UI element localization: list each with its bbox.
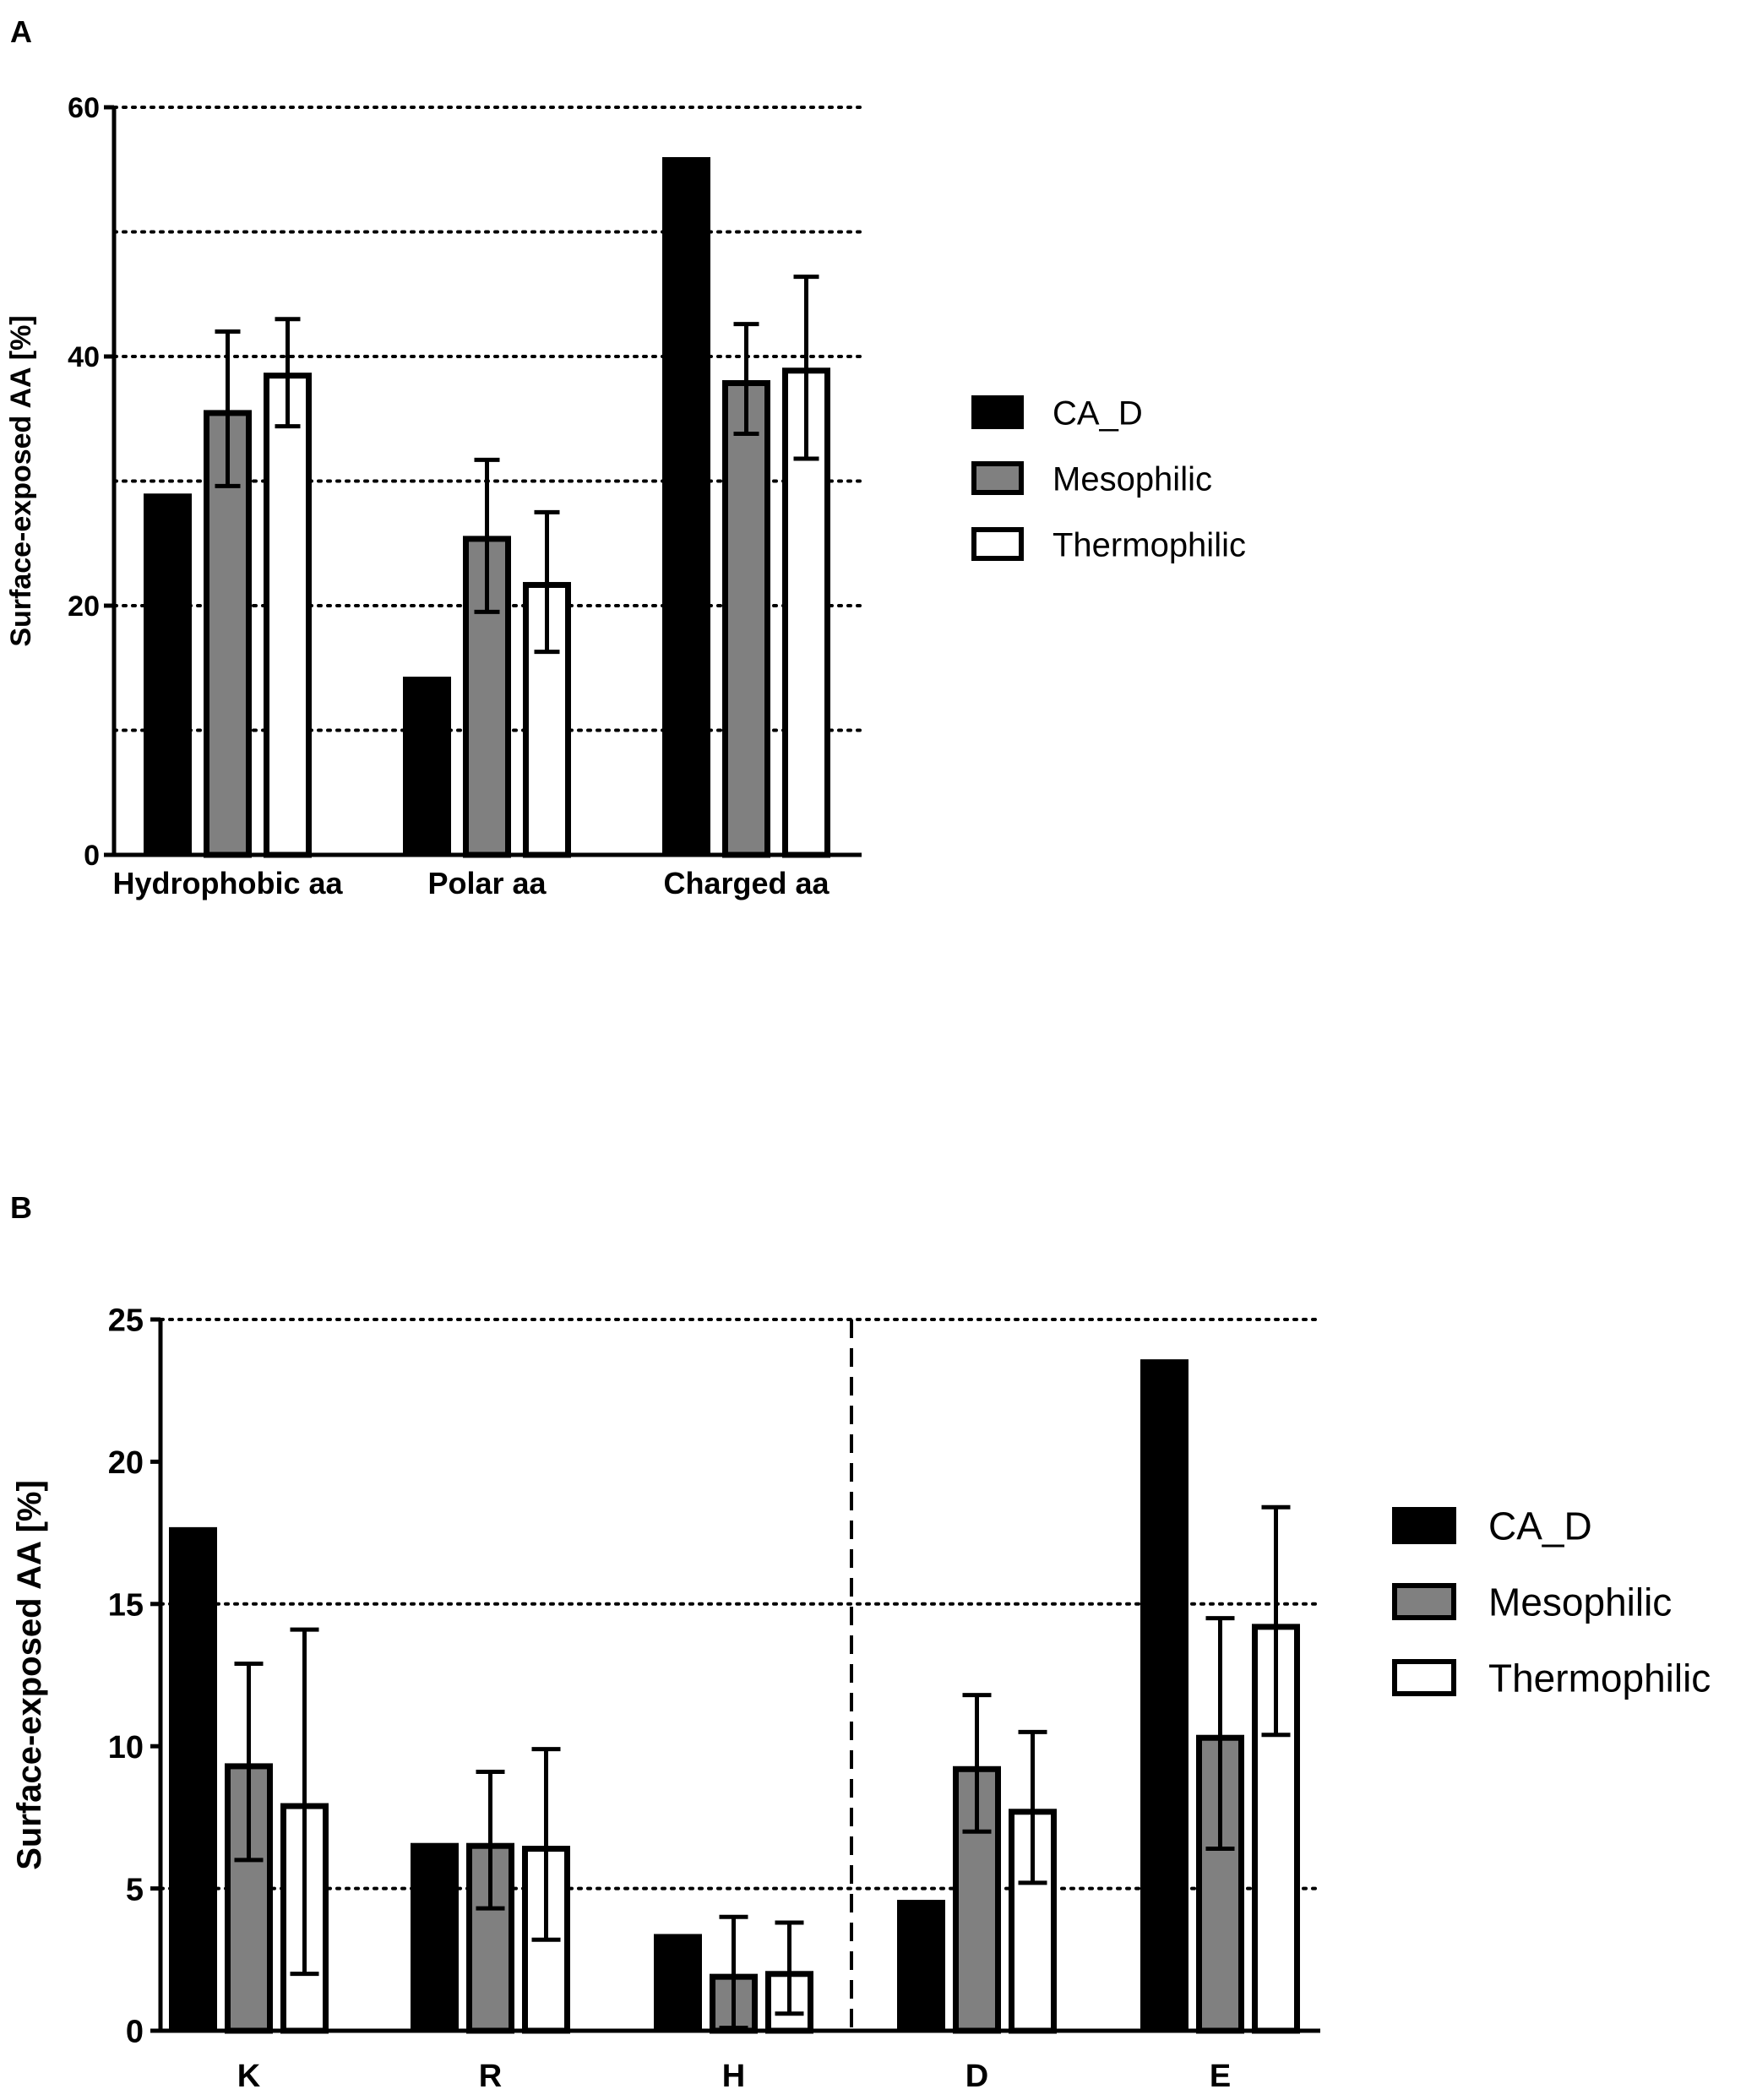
error-bar bbox=[215, 329, 241, 488]
bar-ca-d bbox=[654, 1934, 702, 2031]
legend-label: CA_D bbox=[1052, 394, 1143, 432]
x-tick-label: Hydrophobic aa bbox=[112, 866, 343, 900]
y-tick-label: 15 bbox=[108, 1587, 144, 1623]
legend-label: Mesophilic bbox=[1052, 460, 1212, 498]
legend-swatch bbox=[971, 461, 1024, 495]
y-axis-title: Surface-exposed AA [%] bbox=[5, 315, 37, 646]
panel-label: B bbox=[10, 1190, 32, 1225]
error-bar bbox=[275, 317, 301, 429]
bar-ca-d bbox=[897, 1900, 945, 2031]
error-bar bbox=[534, 509, 560, 655]
error-bar bbox=[1018, 1729, 1047, 1885]
panel-label: A bbox=[10, 14, 32, 49]
x-tick-label: E bbox=[1210, 2059, 1231, 2094]
bar-mesophilic bbox=[722, 380, 770, 858]
error-bar bbox=[793, 275, 819, 461]
y-axis-title: Surface-exposed AA [%] bbox=[11, 1480, 48, 1870]
error-bar bbox=[1205, 1616, 1235, 1851]
y-tick-label: 20 bbox=[108, 1445, 144, 1481]
error-bar bbox=[234, 1662, 264, 1863]
bar-ca-d bbox=[169, 1526, 217, 2031]
y-tick-label: 0 bbox=[126, 2015, 144, 2050]
bar-ca-d bbox=[403, 677, 451, 855]
error-bar bbox=[290, 1627, 319, 1977]
legend-label: CA_D bbox=[1488, 1504, 1592, 1548]
y-tick-label: 5 bbox=[126, 1872, 144, 1907]
y-tick-label: 20 bbox=[68, 590, 100, 623]
panel-b-chart: B K R H D E 0 5 10 15 20 25 Surface-exposed AA [%] CA… bbox=[10, 1190, 1711, 2094]
error-bar bbox=[719, 1914, 748, 2031]
x-tick-label: Polar aa bbox=[427, 866, 547, 900]
x-tick-label: H bbox=[722, 2059, 745, 2094]
error-bar bbox=[1261, 1504, 1291, 1738]
bar-ca-d bbox=[411, 1842, 459, 2031]
panel-a-chart: A Hydrophobic aa Polar aa Charged aa 0 20 40 60… bbox=[5, 14, 1246, 900]
legend-label: Thermophilic bbox=[1488, 1657, 1711, 1700]
y-tick-label: 10 bbox=[108, 1730, 144, 1765]
x-tick-label: R bbox=[479, 2059, 502, 2094]
x-tick-label: Charged aa bbox=[663, 866, 829, 900]
error-bar bbox=[733, 322, 759, 436]
bar-thermophilic bbox=[264, 373, 312, 858]
error-bar bbox=[476, 1770, 505, 1911]
legend-swatch bbox=[1392, 1659, 1456, 1696]
x-tick-label: K bbox=[237, 2059, 261, 2094]
error-bar bbox=[775, 1920, 804, 2016]
error-bar bbox=[474, 457, 500, 614]
legend-swatch bbox=[971, 527, 1024, 561]
legend-label: Thermophilic bbox=[1052, 526, 1246, 563]
bar-ca-d bbox=[144, 493, 192, 855]
bar-ca-d bbox=[662, 157, 710, 855]
legend-swatch bbox=[1392, 1507, 1456, 1544]
legend-swatch bbox=[971, 395, 1024, 429]
y-tick-label: 25 bbox=[108, 1303, 144, 1339]
error-bar bbox=[962, 1693, 992, 1834]
y-tick-label: 0 bbox=[84, 840, 100, 872]
bar-ca-d bbox=[1140, 1359, 1188, 2031]
legend-swatch bbox=[1392, 1583, 1456, 1620]
y-tick-label: 40 bbox=[68, 341, 100, 373]
y-tick-label: 60 bbox=[68, 92, 100, 124]
x-tick-label: D bbox=[965, 2059, 988, 2094]
legend-label: Mesophilic bbox=[1488, 1580, 1672, 1624]
error-bar bbox=[531, 1747, 561, 1942]
